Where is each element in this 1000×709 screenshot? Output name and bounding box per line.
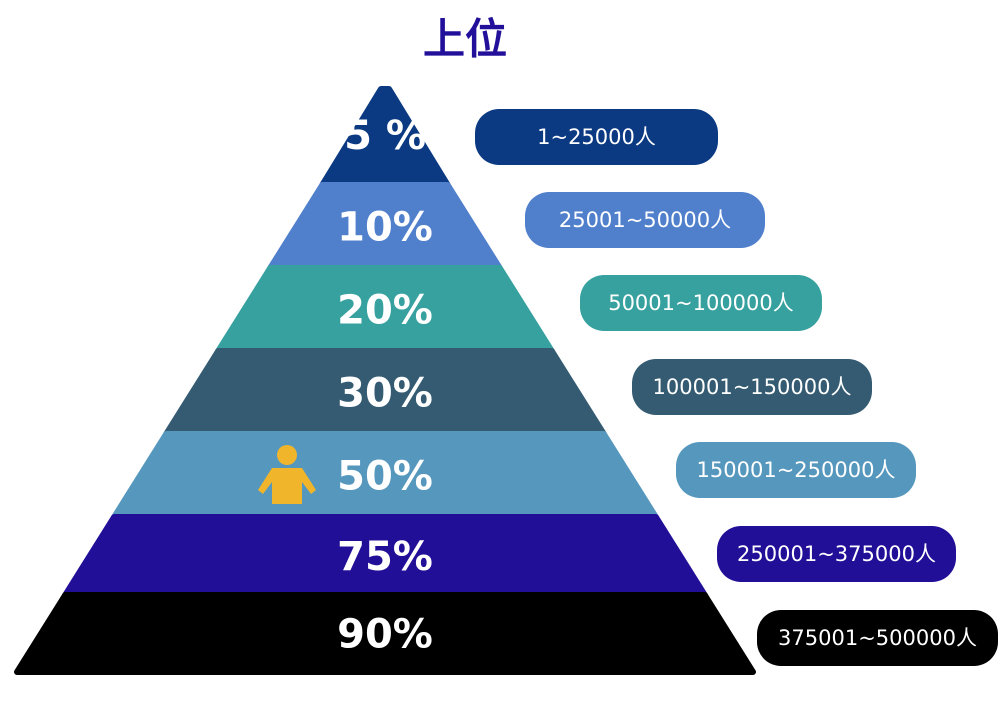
percent-label: 5 % bbox=[344, 113, 426, 159]
range-label: 25001~50000人 bbox=[559, 208, 731, 232]
pyramid-level bbox=[14, 592, 756, 675]
range-label: 150001~250000人 bbox=[697, 458, 896, 482]
range-label: 375001~500000人 bbox=[778, 626, 977, 650]
range-pill bbox=[475, 109, 718, 165]
percent-label: 50% bbox=[337, 454, 433, 500]
range-label: 100001~150000人 bbox=[653, 375, 852, 399]
range-pill bbox=[580, 275, 822, 331]
range-pill bbox=[525, 192, 765, 248]
percent-label: 75% bbox=[337, 534, 433, 580]
person-head bbox=[277, 445, 297, 465]
person-body bbox=[258, 468, 316, 504]
title: 上位 bbox=[423, 15, 507, 64]
range-pill bbox=[757, 610, 998, 666]
percent-label: 10% bbox=[337, 205, 433, 251]
levels: 5 % 1~25000人 10% 25001~50000人 20% 50001~10000… bbox=[14, 86, 998, 675]
range-label: 1~25000人 bbox=[537, 125, 656, 149]
percent-label: 20% bbox=[337, 288, 433, 334]
range-pill bbox=[676, 442, 916, 498]
range-pill bbox=[632, 359, 872, 415]
range-label: 50001~100000人 bbox=[608, 291, 794, 315]
percent-label: 30% bbox=[337, 371, 433, 417]
percent-label: 90% bbox=[337, 612, 433, 658]
range-pill bbox=[717, 526, 956, 582]
range-label: 250001~375000人 bbox=[737, 542, 936, 566]
person-icon bbox=[258, 445, 316, 504]
